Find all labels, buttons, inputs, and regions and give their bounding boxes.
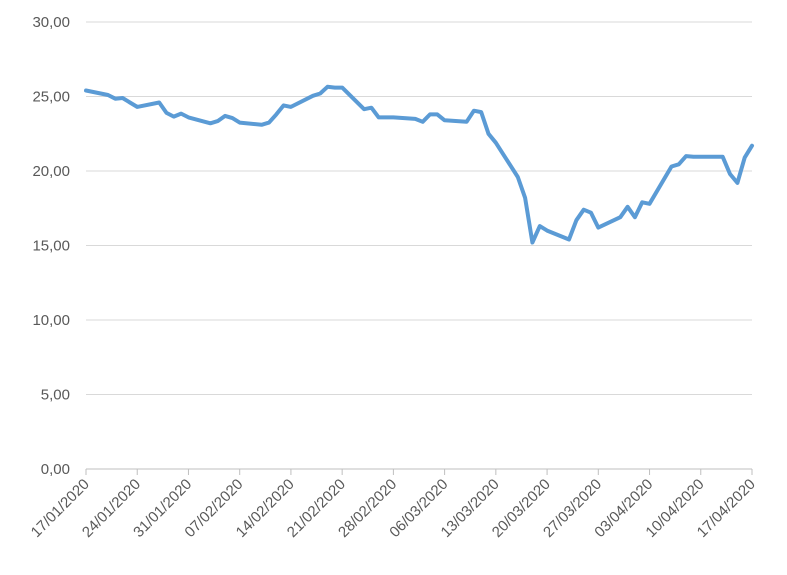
y-tick-label: 10,00 [32, 312, 70, 329]
y-tick-label: 30,00 [32, 14, 70, 31]
y-tick-label: 15,00 [32, 238, 70, 255]
gridlines [86, 21, 752, 395]
y-axis-ticks: 0,00 5,00 10,00 15,00 20,00 25,00 30,00 [32, 14, 70, 478]
y-tick-label: 5,00 [41, 387, 70, 404]
y-tick-label: 25,00 [32, 89, 70, 106]
series-line [84, 84, 754, 245]
x-axis-ticks: 17/01/202024/01/202031/01/202007/02/2020… [28, 469, 759, 541]
y-tick-label: 20,00 [32, 163, 70, 180]
y-tick-label: 0,00 [41, 461, 70, 478]
